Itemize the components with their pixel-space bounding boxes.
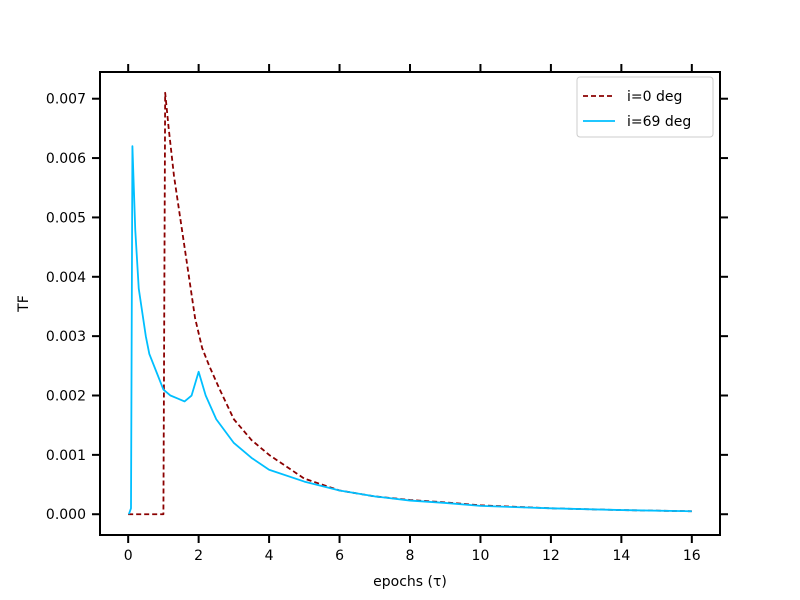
x-tick-label: 14: [612, 548, 630, 564]
x-tick-label: 10: [472, 548, 490, 564]
y-tick-label: 0.002: [46, 389, 86, 405]
x-tick-label: 2: [194, 548, 203, 564]
x-tick-label: 8: [406, 548, 415, 564]
x-tick-label: 12: [542, 548, 560, 564]
legend-label: i=0 deg: [627, 89, 682, 105]
y-tick-label: 0.004: [46, 270, 86, 286]
legend: i=0 deg i=69 deg: [576, 76, 714, 138]
series-line-0: [128, 91, 692, 516]
series-layer: [128, 91, 692, 516]
y-axis-label: TF: [16, 295, 32, 313]
x-tick-label: 4: [265, 548, 274, 564]
axes-layer: 0 2 4 6 8 10 12 14 16 0.000 0.001 0.002 0.003 0.004 0.…: [46, 64, 728, 564]
y-tick-label: 0.003: [46, 329, 86, 345]
x-tick-label: 6: [335, 548, 344, 564]
legend-label: i=69 deg: [627, 114, 691, 130]
x-tick-label: 16: [683, 548, 701, 564]
series-line-1: [128, 145, 692, 515]
y-tick-label: 0.000: [46, 507, 86, 523]
legend-box: [576, 76, 714, 138]
y-tick-label: 0.005: [46, 210, 86, 226]
y-tick-label: 0.006: [46, 151, 86, 167]
y-tick-label: 0.001: [46, 448, 86, 464]
x-tick-label: 0: [124, 548, 133, 564]
y-tick-label: 0.007: [46, 92, 86, 108]
x-axis-label: epochs (τ): [373, 574, 447, 590]
